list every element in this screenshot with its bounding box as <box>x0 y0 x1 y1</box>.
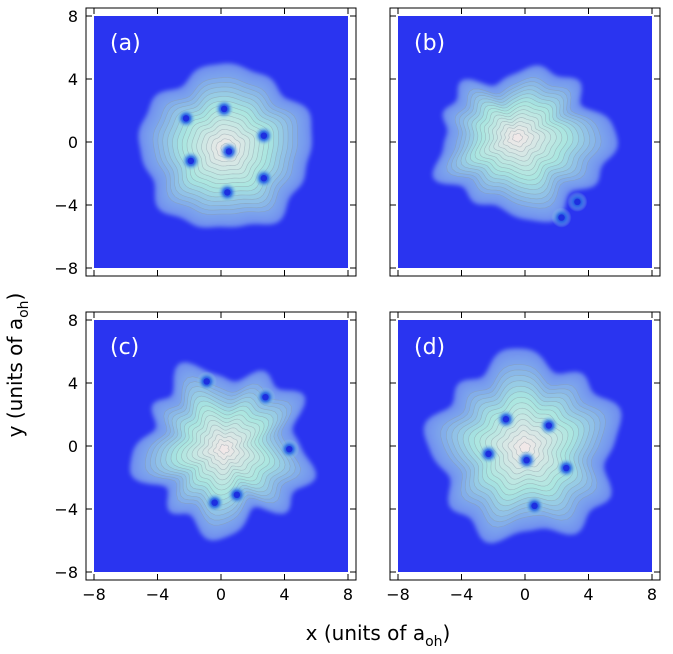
y-tick-label: −8 <box>54 563 78 582</box>
x-tick-label: −8 <box>82 585 106 604</box>
vortex-core <box>187 157 195 165</box>
x-tick-label: 4 <box>279 585 289 604</box>
x-tick-label: −4 <box>146 585 170 604</box>
vortex-core <box>563 464 570 472</box>
vortex-core <box>260 132 268 139</box>
y-tick-label: −4 <box>54 196 78 215</box>
contour-band <box>218 444 230 455</box>
vortex-core <box>203 378 210 385</box>
panel-label: (d) <box>414 335 445 360</box>
x-tick-label: −8 <box>386 585 410 604</box>
y-tick-label: 8 <box>68 311 78 330</box>
panel-c: −8 −4 0 4 8 8 4 0 −4 −8 (c) <box>54 311 357 604</box>
vortex-core <box>485 450 492 458</box>
density-map <box>423 348 622 544</box>
x-tick-label: −4 <box>450 585 474 604</box>
vortex-core <box>531 502 538 510</box>
density-map <box>138 63 312 228</box>
vortex-core <box>502 416 510 423</box>
vortex-core <box>523 456 530 464</box>
panel-label: (b) <box>414 31 445 56</box>
x-tick-label: 8 <box>647 585 657 604</box>
vortex-core <box>211 499 218 506</box>
y-tick-label: −4 <box>54 500 78 519</box>
y-tick-label: 0 <box>68 437 78 456</box>
vortex-core <box>182 115 190 122</box>
vortex-core <box>225 148 233 155</box>
vortex-core <box>224 189 231 196</box>
x-tick-label: 0 <box>216 585 226 604</box>
vortex-core <box>262 393 269 401</box>
vortex-core <box>558 214 565 221</box>
y-tick-label: 8 <box>68 7 78 26</box>
vortex-core <box>233 491 241 499</box>
x-tick-label: 4 <box>583 585 593 604</box>
vortex-core <box>220 105 228 113</box>
panel-label: (c) <box>110 335 139 360</box>
density-map <box>432 65 618 228</box>
panel-b: (b) <box>389 7 661 277</box>
y-tick-label: −8 <box>54 259 78 278</box>
y-axis-title: y (units of aoh) <box>3 293 32 438</box>
panel-label: (a) <box>110 31 141 56</box>
density-map <box>129 362 317 541</box>
x-tick-label: 8 <box>343 585 353 604</box>
x-tick-label: 0 <box>520 585 530 604</box>
vortex-core <box>574 198 581 206</box>
y-tick-label: 4 <box>68 374 78 393</box>
vortex-core <box>545 422 553 429</box>
y-tick-label: 4 <box>68 70 78 89</box>
panel-d: −8 −4 0 4 8 (d) <box>386 311 661 604</box>
vortex-core <box>286 445 293 453</box>
x-axis-title: x (units of aoh) <box>306 621 451 650</box>
contour-band <box>512 133 523 143</box>
vortex-core <box>260 175 268 182</box>
panel-a: 8 4 0 −4 −8 (a) <box>54 7 357 278</box>
y-tick-label: 0 <box>68 133 78 152</box>
